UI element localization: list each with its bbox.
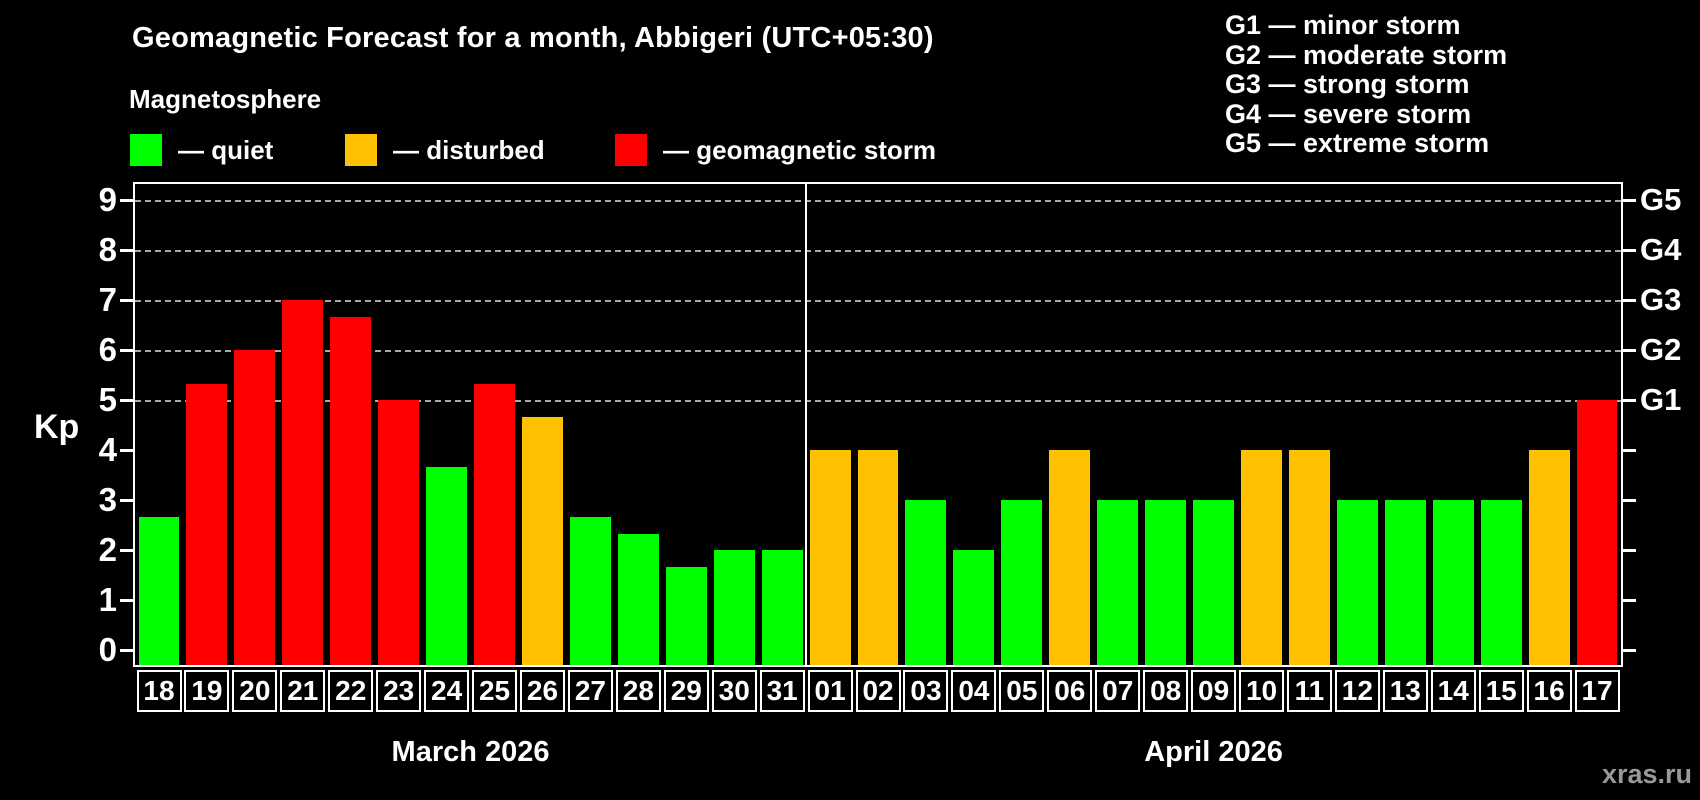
- day-label-29: 29: [663, 670, 709, 712]
- month-label-april: April 2026: [1144, 736, 1283, 768]
- legend-label-disturbed: — disturbed: [393, 134, 545, 165]
- day-label-26: 26: [519, 670, 565, 712]
- day-label-01: 01: [807, 670, 853, 712]
- legend-swatch-disturbed: [345, 134, 377, 166]
- kp-bar-04: [953, 550, 995, 665]
- day-label-31: 31: [759, 670, 805, 712]
- legend-label-storm: — geomagnetic storm: [663, 134, 937, 165]
- kp-bar-17: [1576, 400, 1618, 665]
- day-label-07: 07: [1095, 670, 1141, 712]
- kp-bar-07: [1097, 500, 1139, 665]
- chart-title: Geomagnetic Forecast for a month, Abbige…: [132, 22, 934, 54]
- kp-bar-18: [138, 516, 180, 665]
- day-label-20: 20: [232, 670, 278, 712]
- kp-bar-13: [1384, 500, 1426, 665]
- kp-bar-20: [234, 350, 276, 665]
- kp-bar-16: [1528, 450, 1570, 665]
- kp-bar-27: [569, 516, 611, 665]
- day-label-17: 17: [1574, 670, 1620, 712]
- kp-bar-30: [713, 550, 755, 665]
- kp-bar-15: [1480, 500, 1522, 665]
- day-label-19: 19: [184, 670, 230, 712]
- kp-bar-25: [474, 383, 515, 665]
- kp-bar-02: [857, 450, 899, 665]
- plot-area: [133, 182, 1623, 667]
- day-label-18: 18: [136, 670, 182, 712]
- kp-bar-06: [1049, 450, 1091, 665]
- day-label-10: 10: [1239, 670, 1285, 712]
- day-label-23: 23: [376, 670, 422, 712]
- state-legend: — quiet — disturbed — geomagnetic storm: [0, 133, 1100, 169]
- day-label-21: 21: [280, 670, 326, 712]
- legend-swatch-quiet: [130, 134, 162, 166]
- kp-gridline-5: [135, 400, 1621, 402]
- legend-item-storm: — geomagnetic storm: [615, 133, 936, 167]
- month-label-march: March 2026: [391, 736, 550, 768]
- kp-gridline-9: [135, 200, 1621, 202]
- day-label-25: 25: [472, 670, 518, 712]
- kp-bar-12: [1336, 500, 1378, 665]
- kp-bar-09: [1193, 500, 1234, 665]
- kp-bar-29: [665, 566, 707, 665]
- kp-bar-14: [1432, 500, 1474, 665]
- kp-bar-21: [282, 300, 324, 665]
- kp-bar-24: [426, 466, 468, 665]
- day-label-06: 06: [1047, 670, 1093, 712]
- kp-bar-22: [330, 316, 372, 665]
- day-label-11: 11: [1286, 670, 1332, 712]
- day-label-16: 16: [1526, 670, 1572, 712]
- month-separator-line: [805, 184, 808, 665]
- day-label-13: 13: [1382, 670, 1428, 712]
- storm-scale-legend: G1 — minor storm G2 — moderate storm G3 — …: [1225, 10, 1508, 159]
- day-label-12: 12: [1334, 670, 1380, 712]
- kp-bar-08: [1145, 500, 1187, 665]
- day-label-05: 05: [999, 670, 1045, 712]
- kp-bar-03: [905, 500, 947, 665]
- kp-bar-23: [378, 400, 420, 665]
- day-label-02: 02: [855, 670, 901, 712]
- kp-bar-28: [617, 533, 659, 665]
- day-label-04: 04: [951, 670, 997, 712]
- legend-swatch-storm: [615, 134, 647, 166]
- kp-axis-title: Kp: [34, 408, 80, 446]
- day-label-28: 28: [615, 670, 661, 712]
- storm-scale-line: G4 — severe storm: [1225, 98, 1472, 129]
- day-label-24: 24: [424, 670, 470, 712]
- day-label-03: 03: [903, 670, 949, 712]
- magnetosphere-label: Magnetosphere: [129, 84, 322, 114]
- watermark: xras.ru: [1601, 759, 1692, 789]
- storm-scale-line: G3 — strong storm: [1225, 69, 1470, 100]
- legend-item-quiet: — quiet: [130, 133, 273, 167]
- kp-bar-19: [186, 383, 228, 665]
- day-label-27: 27: [567, 670, 613, 712]
- storm-scale-line: G1 — minor storm: [1225, 10, 1461, 40]
- kp-bar-31: [761, 550, 803, 665]
- kp-gridline-7: [135, 300, 1621, 302]
- kp-bar-11: [1288, 450, 1330, 665]
- kp-gridline-8: [135, 250, 1621, 252]
- kp-bar-05: [1001, 500, 1043, 665]
- storm-scale-line: G5 — extreme storm: [1225, 128, 1490, 159]
- day-label-30: 30: [711, 670, 757, 712]
- day-label-15: 15: [1478, 670, 1524, 712]
- storm-scale-line: G2 — moderate storm: [1225, 39, 1508, 70]
- day-label-09: 09: [1191, 670, 1237, 712]
- day-label-14: 14: [1430, 670, 1476, 712]
- kp-bar-01: [809, 450, 851, 665]
- legend-item-disturbed: — disturbed: [345, 133, 545, 167]
- legend-label-quiet: — quiet: [178, 134, 274, 165]
- day-label-22: 22: [328, 670, 374, 712]
- kp-bar-26: [521, 416, 563, 665]
- kp-gridline-6: [135, 350, 1621, 352]
- day-label-08: 08: [1143, 670, 1189, 712]
- kp-bar-10: [1241, 450, 1282, 665]
